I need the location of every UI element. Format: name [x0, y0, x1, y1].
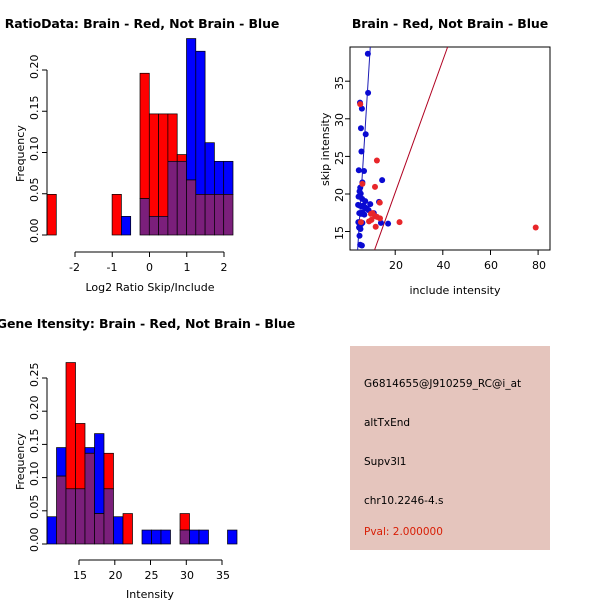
gene-info-box: G6814655@J910259_RC@i_at altTxEnd Supv3l… [350, 346, 550, 550]
ratio-ytick-4: 0.20 [28, 54, 41, 80]
scatter-xtick-2: 60 [484, 259, 498, 272]
ratio-x-axis-title: Log2 Ratio Skip/Include [85, 281, 215, 294]
scatter-canvas [345, 46, 551, 255]
gene-histogram-x-axis [78, 559, 223, 565]
scatter-ytick-0: 15 [333, 226, 346, 240]
gene-histogram-y-axis [42, 377, 48, 545]
gene-ytick-2: 0.10 [28, 461, 41, 487]
gene-ytick-4: 0.20 [28, 395, 41, 421]
ratio-ytick-1: 0.05 [28, 177, 41, 203]
gene-info-panel: G6814655@J910259_RC@i_at altTxEnd Supv3l… [300, 300, 600, 600]
scatter-ytick-1: 20 [333, 188, 346, 202]
ratio-xtick-4: 2 [220, 261, 228, 274]
ratio-histogram-canvas [42, 38, 234, 257]
gene-histogram-canvas [42, 362, 238, 565]
ratio-xtick-2: 0 [146, 261, 153, 274]
gene-x-axis-title: Intensity [126, 588, 174, 600]
gene-ytick-5: 0.25 [28, 362, 41, 388]
scatter-ytick-3: 30 [333, 113, 346, 127]
scatter-xtick-1: 40 [436, 259, 451, 272]
ratio-histogram-title: RatioData: Brain - Red, Not Brain - Blue [4, 16, 280, 31]
ratio-ytick-2: 0.10 [28, 136, 41, 162]
gene-xtick-1: 20 [108, 569, 123, 582]
ratio-xtick-0: -2 [69, 261, 80, 274]
scatter-y-axis [345, 80, 350, 232]
scatter-ytick-2: 25 [333, 151, 346, 165]
gene-ytick-0: 0.00 [28, 527, 41, 553]
scatter-plot-frame [349, 46, 551, 251]
ratio-xtick-1: -1 [106, 261, 118, 274]
ratio-histogram-panel: RatioData: Brain - Red, Not Brain - Blue [0, 0, 300, 300]
ratio-histogram-y-axis [42, 69, 48, 236]
ratio-histogram-x-axis [74, 251, 225, 257]
gene-histogram-title: Gene Itensity: Brain - Red, Not Brain - … [0, 316, 296, 331]
ratio-histogram-bars [46, 38, 234, 236]
gene-xtick-3: 30 [180, 569, 194, 582]
gene-ytick-1: 0.05 [28, 494, 41, 520]
scatter-points [355, 50, 539, 249]
gene-xtick-4: 35 [216, 569, 230, 582]
ratio-y-axis-title: Frequency [14, 125, 27, 182]
scatter-xtick-0: 20 [389, 259, 403, 272]
scatter-x-axis [394, 250, 539, 255]
gene-symbol-text: Supv3l1 [364, 456, 407, 468]
scatter-y-axis-title: skip intensity [319, 112, 332, 186]
gene-ytick-3: 0.15 [28, 428, 41, 454]
scatter-panel: Brain - Red, Not Brain - Blue 15 [300, 0, 600, 300]
gene-histogram-bars [46, 362, 238, 545]
scatter-ytick-4: 35 [333, 76, 346, 90]
pval-text: Pval: 2.000000 [364, 526, 443, 538]
locus-text: chr10.2246-4.s [364, 495, 444, 507]
scatter-title: Brain - Red, Not Brain - Blue [351, 16, 549, 31]
ratio-ytick-3: 0.15 [28, 95, 41, 121]
gene-xtick-2: 25 [144, 569, 159, 582]
gene-xtick-0: 15 [73, 569, 87, 582]
ratio-ytick-0: 0.00 [28, 218, 41, 244]
gene-histogram-panel: Gene Itensity: Brain - Red, Not Brain - … [0, 300, 300, 600]
scatter-x-axis-title: include intensity [409, 284, 501, 297]
gene-y-axis-title: Frequency [14, 433, 27, 490]
scatter-xtick-3: 80 [532, 259, 546, 272]
event-type-text: altTxEnd [364, 417, 411, 429]
probe-id-text: G6814655@J910259_RC@i_at [364, 378, 522, 390]
ratio-xtick-3: 1 [183, 261, 191, 274]
